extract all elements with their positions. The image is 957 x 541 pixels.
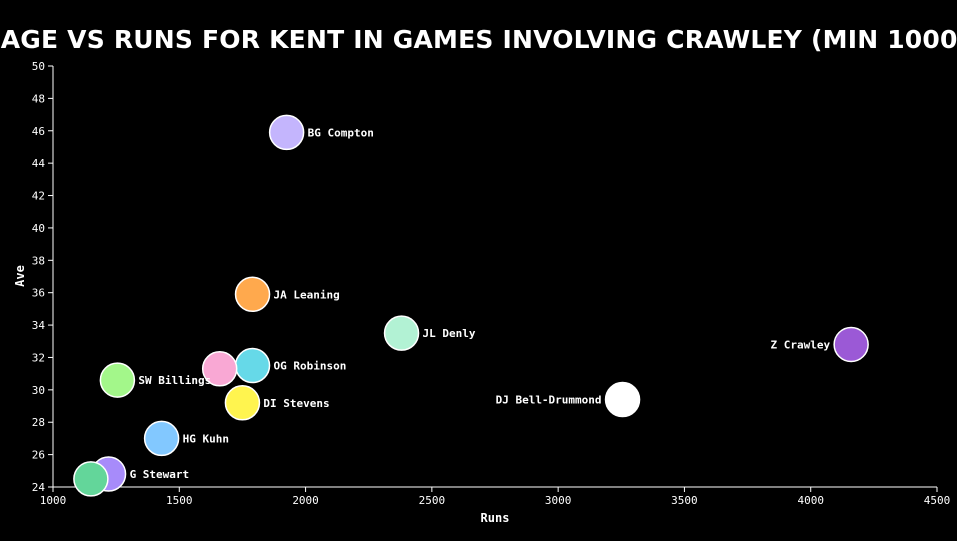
y-tick-label: 50 (32, 60, 45, 73)
y-tick-label: 40 (32, 222, 45, 235)
data-label: Z Crawley (771, 339, 831, 352)
y-tick-label: 26 (32, 449, 45, 462)
y-tick-label: 30 (32, 384, 45, 397)
y-tick-label: 48 (32, 92, 45, 105)
data-point (234, 347, 271, 384)
data-point (383, 315, 420, 351)
y-tick-label: 46 (32, 125, 45, 138)
data-label: SW Billings (138, 374, 211, 387)
y-tick-label: 44 (32, 157, 46, 170)
x-axis-label: Runs (481, 511, 510, 525)
axes: 1000 1500 2000 2500 3000 3500 4000 4500 24 26 28 30… (32, 60, 951, 507)
y-tick-label: 28 (32, 416, 45, 429)
data-label: OG Robinson (274, 360, 347, 373)
x-tick-label: 1000 (40, 494, 67, 507)
x-tick-label: 4500 (924, 494, 951, 507)
data-point (201, 351, 238, 387)
y-tick-label: 42 (32, 190, 45, 203)
y-tick-label: 34 (32, 319, 46, 332)
chart-title: AVERAGE VS RUNS FOR KENT IN GAMES INVOLV… (0, 25, 957, 54)
y-tick-label: 24 (32, 481, 46, 494)
data-point (224, 385, 261, 421)
data-label: JL Denly (423, 327, 476, 340)
data-label: HG Kuhn (183, 432, 229, 445)
y-tick-label: 32 (32, 351, 45, 364)
data-point (268, 114, 305, 151)
x-tick-label: 2000 (292, 494, 319, 507)
data-point (234, 276, 271, 313)
data-point (73, 461, 109, 497)
data-point (604, 381, 641, 418)
data-point (833, 326, 869, 363)
data-point (143, 420, 180, 457)
x-tick-label: 1500 (166, 494, 193, 507)
y-axis-label: Ave (13, 265, 27, 287)
x-tick-label: 3000 (545, 494, 572, 507)
x-tick-label: 3500 (671, 494, 698, 507)
data-points: BG Compton JA Leaning JL Denly Z Crawley OG … (73, 114, 869, 497)
x-tick-label: 2500 (419, 494, 446, 507)
data-label: JA Leaning (274, 288, 340, 301)
data-label: DI Stevens (263, 397, 329, 410)
y-tick-label: 38 (32, 254, 45, 267)
x-tick-label: 4000 (797, 494, 824, 507)
data-point (99, 362, 136, 398)
data-label: BG Compton (308, 126, 374, 139)
data-label: G Stewart (130, 468, 190, 481)
y-tick-label: 36 (32, 287, 45, 300)
data-label: DJ Bell-Drummond (496, 394, 602, 407)
